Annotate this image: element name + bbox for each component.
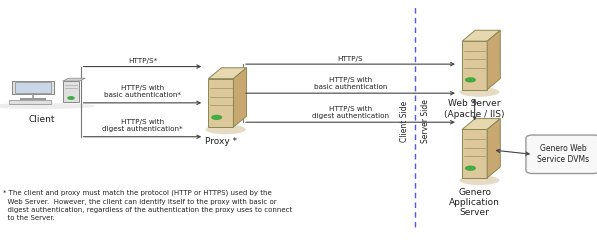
Circle shape (466, 78, 475, 82)
Text: Proxy *: Proxy * (205, 137, 237, 146)
Polygon shape (63, 78, 85, 81)
Polygon shape (462, 41, 487, 90)
Polygon shape (12, 81, 54, 94)
Text: HTTP/S with
basic authentication: HTTP/S with basic authentication (314, 76, 387, 90)
Polygon shape (63, 81, 79, 102)
Text: Client Side: Client Side (400, 100, 410, 142)
Text: HTTP/S with
basic authentication*: HTTP/S with basic authentication* (104, 85, 181, 98)
Text: HTTP/S: HTTP/S (338, 56, 363, 62)
Polygon shape (462, 119, 500, 129)
Polygon shape (208, 68, 247, 79)
Text: Web Server
(Apache / IIS): Web Server (Apache / IIS) (444, 99, 505, 119)
Polygon shape (462, 129, 487, 178)
Text: HTTP/S with
digest authentication: HTTP/S with digest authentication (312, 106, 389, 119)
Text: Server Side: Server Side (420, 99, 430, 143)
Circle shape (212, 115, 221, 119)
Polygon shape (15, 82, 51, 93)
Polygon shape (9, 100, 51, 104)
Ellipse shape (459, 175, 500, 185)
Polygon shape (208, 79, 233, 127)
Text: * The client and proxy must match the protocol (HTTP or HTTPS) used by the
  Web: * The client and proxy must match the pr… (3, 190, 293, 221)
Ellipse shape (0, 103, 96, 109)
Circle shape (68, 97, 74, 99)
Ellipse shape (205, 125, 246, 134)
Text: Client: Client (29, 115, 55, 124)
Text: HTTP/S*: HTTP/S* (128, 58, 157, 64)
Text: HTTP/S with
digest authentication*: HTTP/S with digest authentication* (102, 119, 183, 132)
Polygon shape (462, 30, 500, 41)
Ellipse shape (459, 87, 500, 97)
Polygon shape (233, 68, 247, 127)
Polygon shape (487, 30, 500, 90)
Circle shape (466, 166, 475, 170)
Text: Genero
Application
Server: Genero Application Server (449, 188, 500, 217)
FancyBboxPatch shape (526, 135, 597, 174)
Text: Genero Web
Service DVMs: Genero Web Service DVMs (537, 144, 589, 164)
Polygon shape (487, 119, 500, 178)
